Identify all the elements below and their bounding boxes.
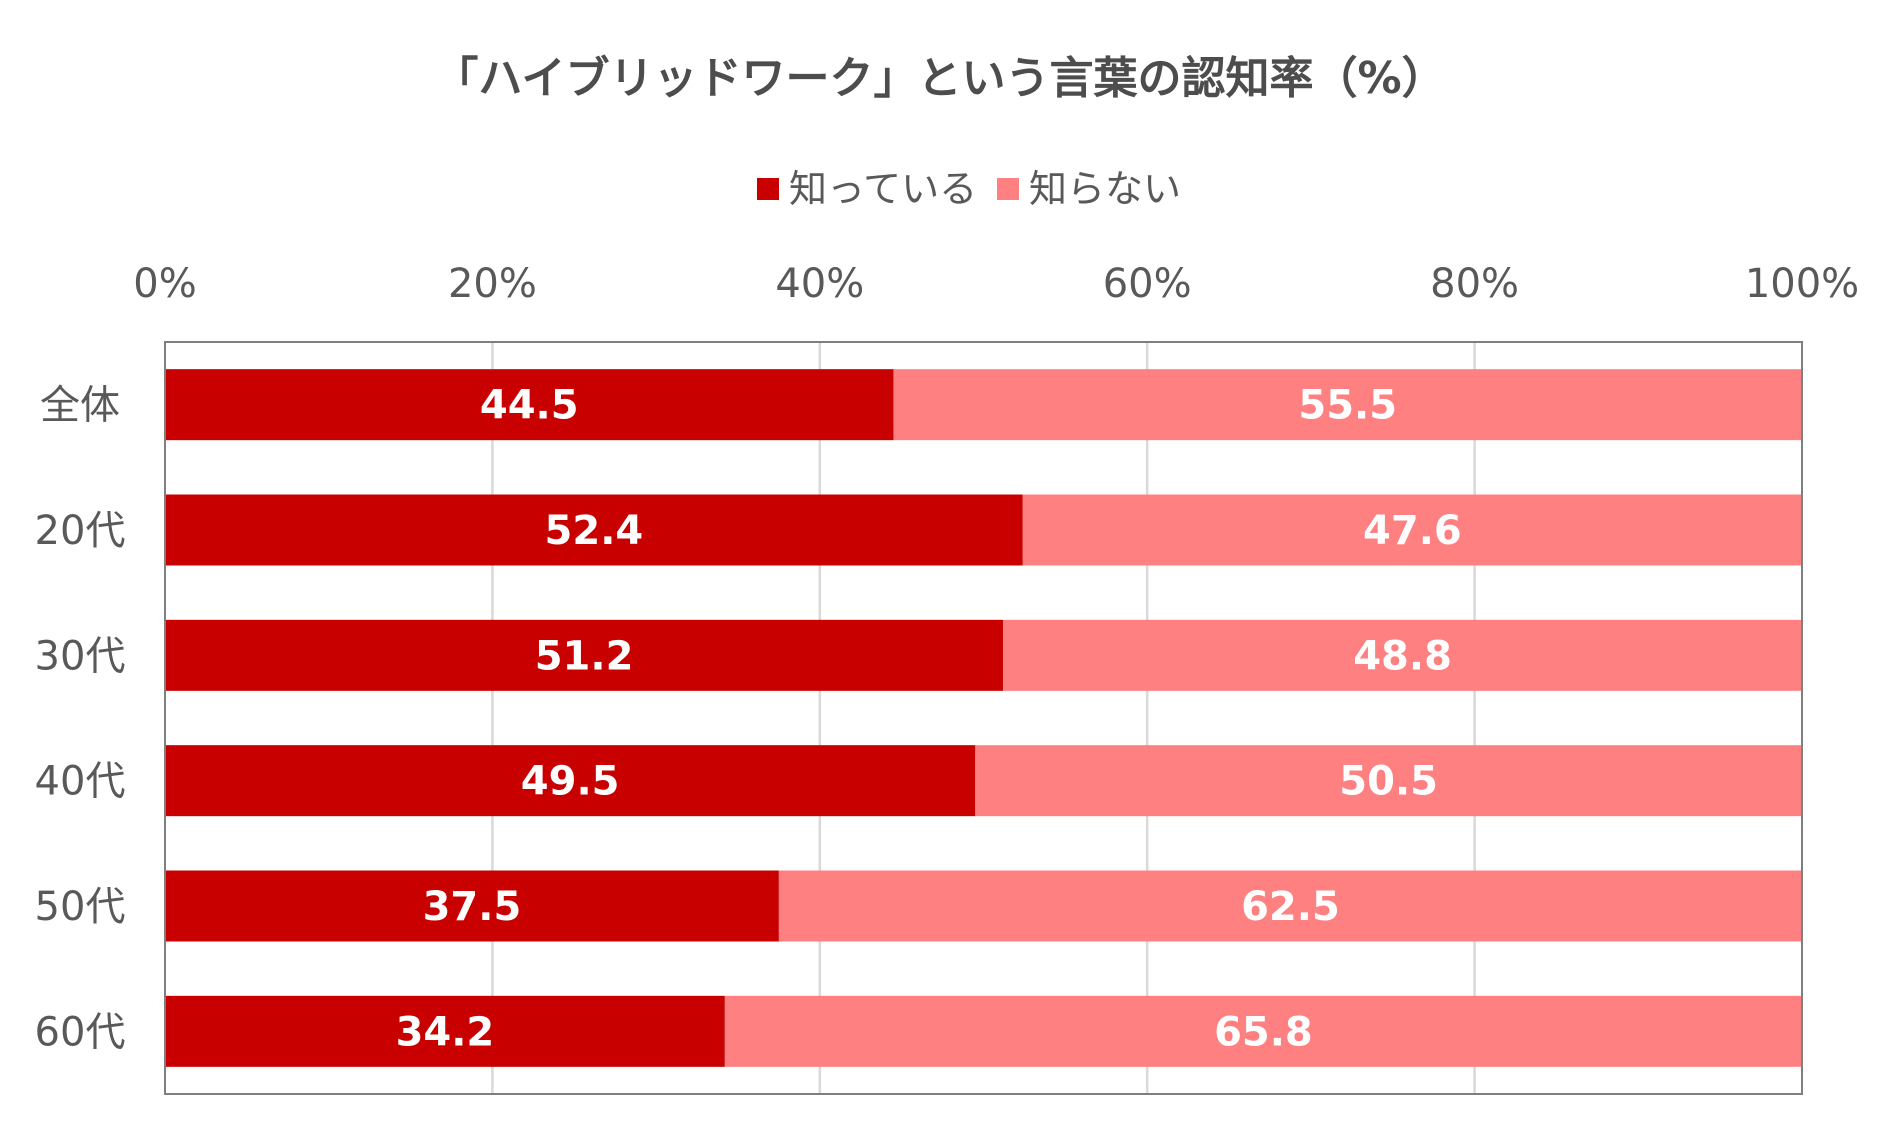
x-tick-label: 40% [775,261,864,307]
bar-unknown-5 [724,995,1802,1067]
x-tick-label: 100% [1745,261,1859,307]
bar-known-1 [165,494,1023,566]
bar-known-5 [165,995,725,1067]
data-label: 34.2 [396,1009,495,1055]
bar-unknown-4 [778,870,1802,942]
bar-known-3 [165,745,976,817]
data-label: 44.5 [480,383,579,429]
data-label: 48.8 [1353,633,1452,679]
bar-known-2 [165,619,1004,691]
data-label: 49.5 [521,759,620,805]
data-label: 55.5 [1298,383,1397,429]
data-label: 50.5 [1339,759,1438,805]
legend-swatch-0 [757,178,779,200]
data-label: 65.8 [1214,1009,1313,1055]
data-labels: 44.5 55.5 52.4 47.6 51.2 48.8 49.5 50.5 37.5 62.5… [396,383,1462,1056]
y-category-label: 60代 [35,1009,126,1055]
bar-known-4 [165,870,779,942]
bar-unknown-0 [893,369,1802,441]
y-category-label: 20代 [35,508,126,554]
plot-frame [164,341,1803,1095]
data-label: 47.6 [1363,508,1462,554]
x-tick-label: 60% [1103,261,1192,307]
x-axis: 0% 20% 40% 60% 80% 100% [133,261,1859,307]
y-category-label: 全体 [40,383,120,429]
bars [165,369,1802,1067]
data-label: 52.4 [545,508,644,554]
legend-swatch-1 [997,178,1019,200]
bar-unknown-2 [1003,619,1802,691]
legend-label-1: 知らない [1029,167,1181,211]
data-label: 37.5 [423,884,522,930]
legend: 知っている 知らない [757,167,1181,211]
x-tick-label: 20% [448,261,537,307]
y-category-label: 40代 [35,759,126,805]
x-tick-label: 0% [133,261,196,307]
data-label: 62.5 [1241,884,1340,930]
y-category-label: 50代 [35,884,126,930]
x-tick-label: 80% [1430,261,1519,307]
gridlines [491,342,1476,1094]
bar-known-0 [165,369,894,441]
legend-label-0: 知っている [789,167,977,211]
chart-title: 「ハイブリッドワーク」という言葉の認知率（%） [434,53,1445,104]
bar-unknown-3 [975,745,1802,817]
bar-unknown-1 [1022,494,1802,566]
y-category-label: 30代 [35,633,126,679]
y-axis: 全体 20代 30代 40代 50代 60代 [35,383,126,1056]
data-label: 51.2 [535,633,634,679]
